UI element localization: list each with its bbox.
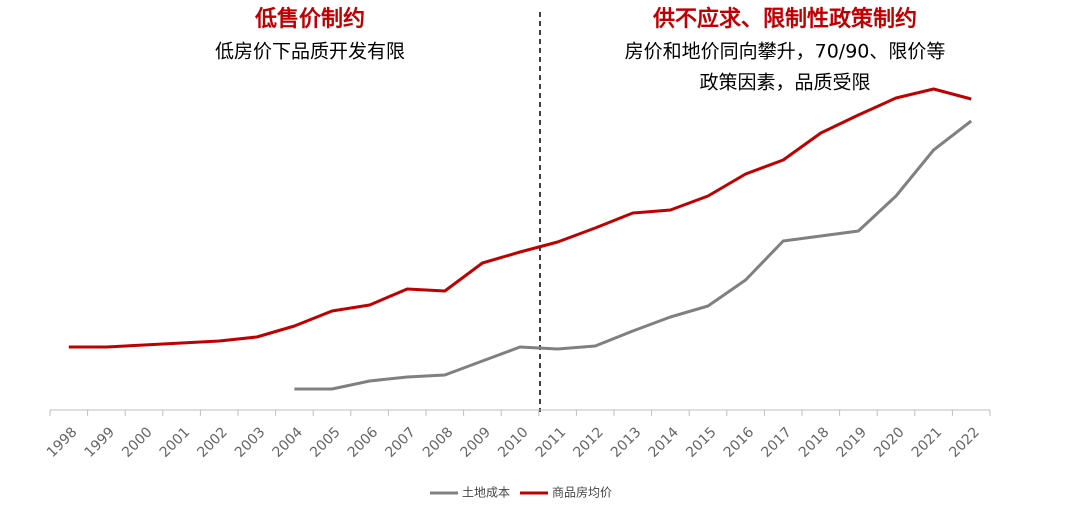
legend-label: 商品房均价 bbox=[552, 485, 612, 500]
x-tick-label: 2007 bbox=[382, 424, 419, 461]
x-tick-label: 2006 bbox=[345, 424, 382, 461]
x-tick-label: 2008 bbox=[420, 424, 457, 461]
x-tick-label: 2013 bbox=[608, 424, 645, 461]
x-tick-label: 2021 bbox=[909, 424, 946, 461]
x-tick-label: 2016 bbox=[721, 424, 758, 461]
annotation: 低售价制约 bbox=[254, 6, 365, 32]
x-tick-label: 2005 bbox=[307, 424, 344, 461]
x-tick-label: 2002 bbox=[194, 424, 231, 461]
x-tick-label: 2001 bbox=[157, 424, 194, 461]
x-tick-label: 2022 bbox=[946, 424, 983, 461]
x-tick-label: 2003 bbox=[232, 424, 269, 461]
x-tick-label: 2020 bbox=[871, 424, 908, 461]
series-line bbox=[294, 119, 973, 391]
x-tick-label: 2011 bbox=[533, 424, 570, 461]
x-tick-label: 2017 bbox=[758, 424, 795, 461]
x-tick-label: 2012 bbox=[570, 424, 607, 461]
x-tick-label: 2018 bbox=[796, 424, 833, 461]
x-tick-label: 2000 bbox=[119, 424, 156, 461]
x-tick-label: 1999 bbox=[82, 424, 119, 461]
x-tick-label: 1998 bbox=[44, 424, 81, 461]
x-tick-label: 2015 bbox=[683, 424, 720, 461]
series-line bbox=[68, 87, 972, 349]
annotation: 政策因素，品质受限 bbox=[699, 72, 870, 94]
x-tick-label: 2010 bbox=[495, 424, 532, 461]
legend-label: 土地成本 bbox=[462, 486, 510, 500]
x-tick-label: 2014 bbox=[646, 424, 683, 461]
x-tick-label: 2004 bbox=[270, 424, 307, 461]
x-tick-label: 2019 bbox=[834, 424, 871, 461]
annotation: 低房价下品质开发有限 bbox=[215, 41, 405, 63]
x-tick-label: 2009 bbox=[458, 424, 495, 461]
annotation: 房价和地价同向攀升，70/90、限价等 bbox=[625, 41, 946, 63]
annotation: 供不应求、限制性政策制约 bbox=[652, 6, 917, 32]
